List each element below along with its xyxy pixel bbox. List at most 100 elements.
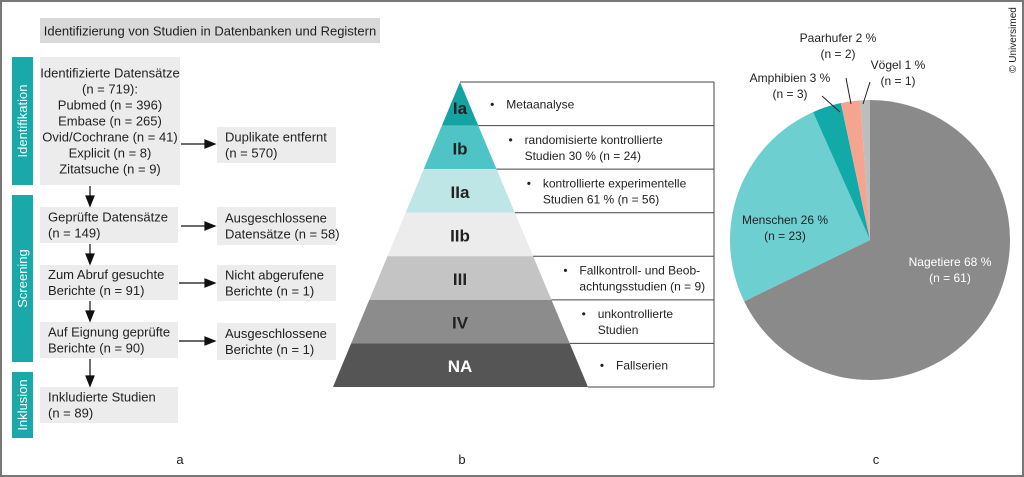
bullet: • <box>490 97 494 111</box>
bullet: • <box>563 264 567 278</box>
level-description: Fallkontroll- und Beob- <box>579 264 700 278</box>
panel-label-c: c <box>873 452 880 467</box>
flow-box-not-retrieved <box>217 265 336 301</box>
pyramid-level-label: NA <box>448 357 473 376</box>
flow-box-text: Explicit (n = 8) <box>69 146 152 161</box>
flow-box-text: (n = 719): <box>82 82 138 97</box>
flow-box-text: (n = 570) <box>225 146 277 161</box>
pie-label: Vögel 1 % (n = 1) <box>871 58 926 88</box>
flow-box-text: Ausgeschlossene <box>225 326 327 341</box>
bullet: • <box>582 307 586 321</box>
flow-box-text: Berichte (n = 90) <box>48 341 144 356</box>
phase-label: Identifikation <box>15 85 30 158</box>
pyramid-level-label: IIa <box>451 183 470 202</box>
flow-box-text: Identifizierte Datensätze <box>40 66 179 81</box>
leader-line <box>845 77 852 105</box>
slice-name-percent: Amphibien 3 % <box>750 71 831 85</box>
phase-bar <box>12 372 33 438</box>
flow-box-text: Zum Abruf gesuchte <box>48 267 164 282</box>
flow-box-screened <box>40 207 178 243</box>
pie-label: Menschen 26 % (n = 23) <box>742 213 828 243</box>
level-description: Fallserien <box>616 359 668 373</box>
pyramid-level-label: Ib <box>452 139 467 158</box>
panel-label-b: b <box>458 452 465 467</box>
phase-label: Inklusion <box>15 379 30 430</box>
level-description: achtungsstudien (n = 9) <box>579 280 705 294</box>
pyramid-level-label: IV <box>452 314 469 333</box>
level-description: Studien 61 % (n = 56) <box>543 192 659 206</box>
arrowhead <box>85 310 95 323</box>
slice-count: (n = 3) <box>772 87 807 101</box>
pyramid-level-ia <box>441 82 479 126</box>
flow-box-text: Ausgeschlossene <box>225 211 327 226</box>
slice-name-percent: Vögel 1 % <box>871 58 926 72</box>
pyramid-level-label: IIb <box>450 227 470 246</box>
bullet: • <box>508 133 512 147</box>
pyramid-level-label: III <box>453 270 467 289</box>
arrowhead <box>204 336 217 346</box>
flow-box-text: Ovid/Cochrane (n = 41) <box>42 130 177 145</box>
arrowhead <box>85 253 95 266</box>
flow-box-assessed <box>40 322 178 358</box>
flow-box-text: Duplikate entfernt <box>225 130 327 145</box>
flow-box-excluded-reports <box>217 323 336 360</box>
pie-chart: Nagetiere 68 % (n = 61) Menschen 26 % (n = … <box>730 31 1010 381</box>
pie-label: Amphibien 3 % (n = 3) <box>750 71 831 101</box>
copyright: © Universimed <box>1008 7 1019 73</box>
leader-line <box>821 95 841 113</box>
arrowhead <box>204 278 217 288</box>
flow-box-text: Berichte (n = 91) <box>48 283 144 298</box>
phase-bar <box>12 195 33 362</box>
pie-slice-1 <box>744 100 1010 381</box>
pie-slice-4 <box>840 100 870 240</box>
arrowhead <box>204 221 217 231</box>
flow-box-text: (n = 89) <box>48 406 93 421</box>
pyramid-level-label: Ia <box>453 99 468 118</box>
pyramid-level-na <box>333 343 588 387</box>
level-description: randomisierte kontrollierte <box>525 133 663 147</box>
pyramid-level-iii <box>369 256 552 300</box>
slice-name-percent: Menschen 26 % <box>742 213 828 227</box>
pyramid-level-iib <box>387 212 534 257</box>
slice-name-percent: Nagetiere 68 % <box>909 255 992 269</box>
level-description: Studien 30 % (n = 24) <box>525 149 641 163</box>
slice-count: (n = 61) <box>929 271 971 285</box>
arrowhead <box>204 139 217 149</box>
flow-box-identified <box>40 57 180 185</box>
slice-name-percent: Paarhufer 2 % <box>800 31 877 45</box>
flow-box-text: Pubmed (n = 396) <box>58 98 162 113</box>
flow-box-text: Geprüfte Datensätze <box>48 210 168 225</box>
arrowhead <box>85 195 95 208</box>
pie-slice-3 <box>813 103 870 241</box>
leader-line <box>862 81 871 105</box>
slice-count: (n = 2) <box>820 47 855 61</box>
pyramid-level-iia <box>405 169 515 213</box>
prisma-flowchart: Identifizierung von Studien in Datenbank… <box>12 18 380 467</box>
bullet: • <box>527 176 531 190</box>
flow-box-text: Embase (n = 265) <box>58 114 162 129</box>
flow-box-text: (n = 149) <box>48 226 100 241</box>
bullet: • <box>600 359 604 373</box>
slice-count: (n = 1) <box>880 74 915 88</box>
flow-box-text: Berichte (n = 1) <box>225 284 314 299</box>
pyramid-level-iv <box>351 299 570 344</box>
arrowhead <box>85 375 95 388</box>
flow-box-excluded-records <box>217 207 336 245</box>
flow-title-box <box>40 18 380 43</box>
flow-box-duplicates <box>217 127 336 163</box>
flow-box-text: Nicht abgerufene <box>225 268 324 283</box>
flow-title: Identifizierung von Studien in Datenbank… <box>44 24 376 39</box>
evidence-pyramid: Ia • Metaanalyse Ib • randomisierte kontrolli… <box>333 81 715 388</box>
slice-count: (n = 23) <box>764 229 806 243</box>
level-description: Studien <box>598 323 639 337</box>
pyramid-level-ib <box>423 125 497 170</box>
flow-box-text: Auf Eignung geprüfte <box>48 325 170 340</box>
flow-box-text: Inkludierte Studien <box>48 390 156 405</box>
level-description: Metaanalyse <box>506 97 574 111</box>
pie-label: Nagetiere 68 % (n = 61) <box>909 255 992 285</box>
flow-box-included <box>40 387 178 423</box>
phase-bar <box>12 57 33 185</box>
level-description: unkontrollierte <box>598 307 674 321</box>
pie-label: Paarhufer 2 % (n = 2) <box>800 31 877 61</box>
